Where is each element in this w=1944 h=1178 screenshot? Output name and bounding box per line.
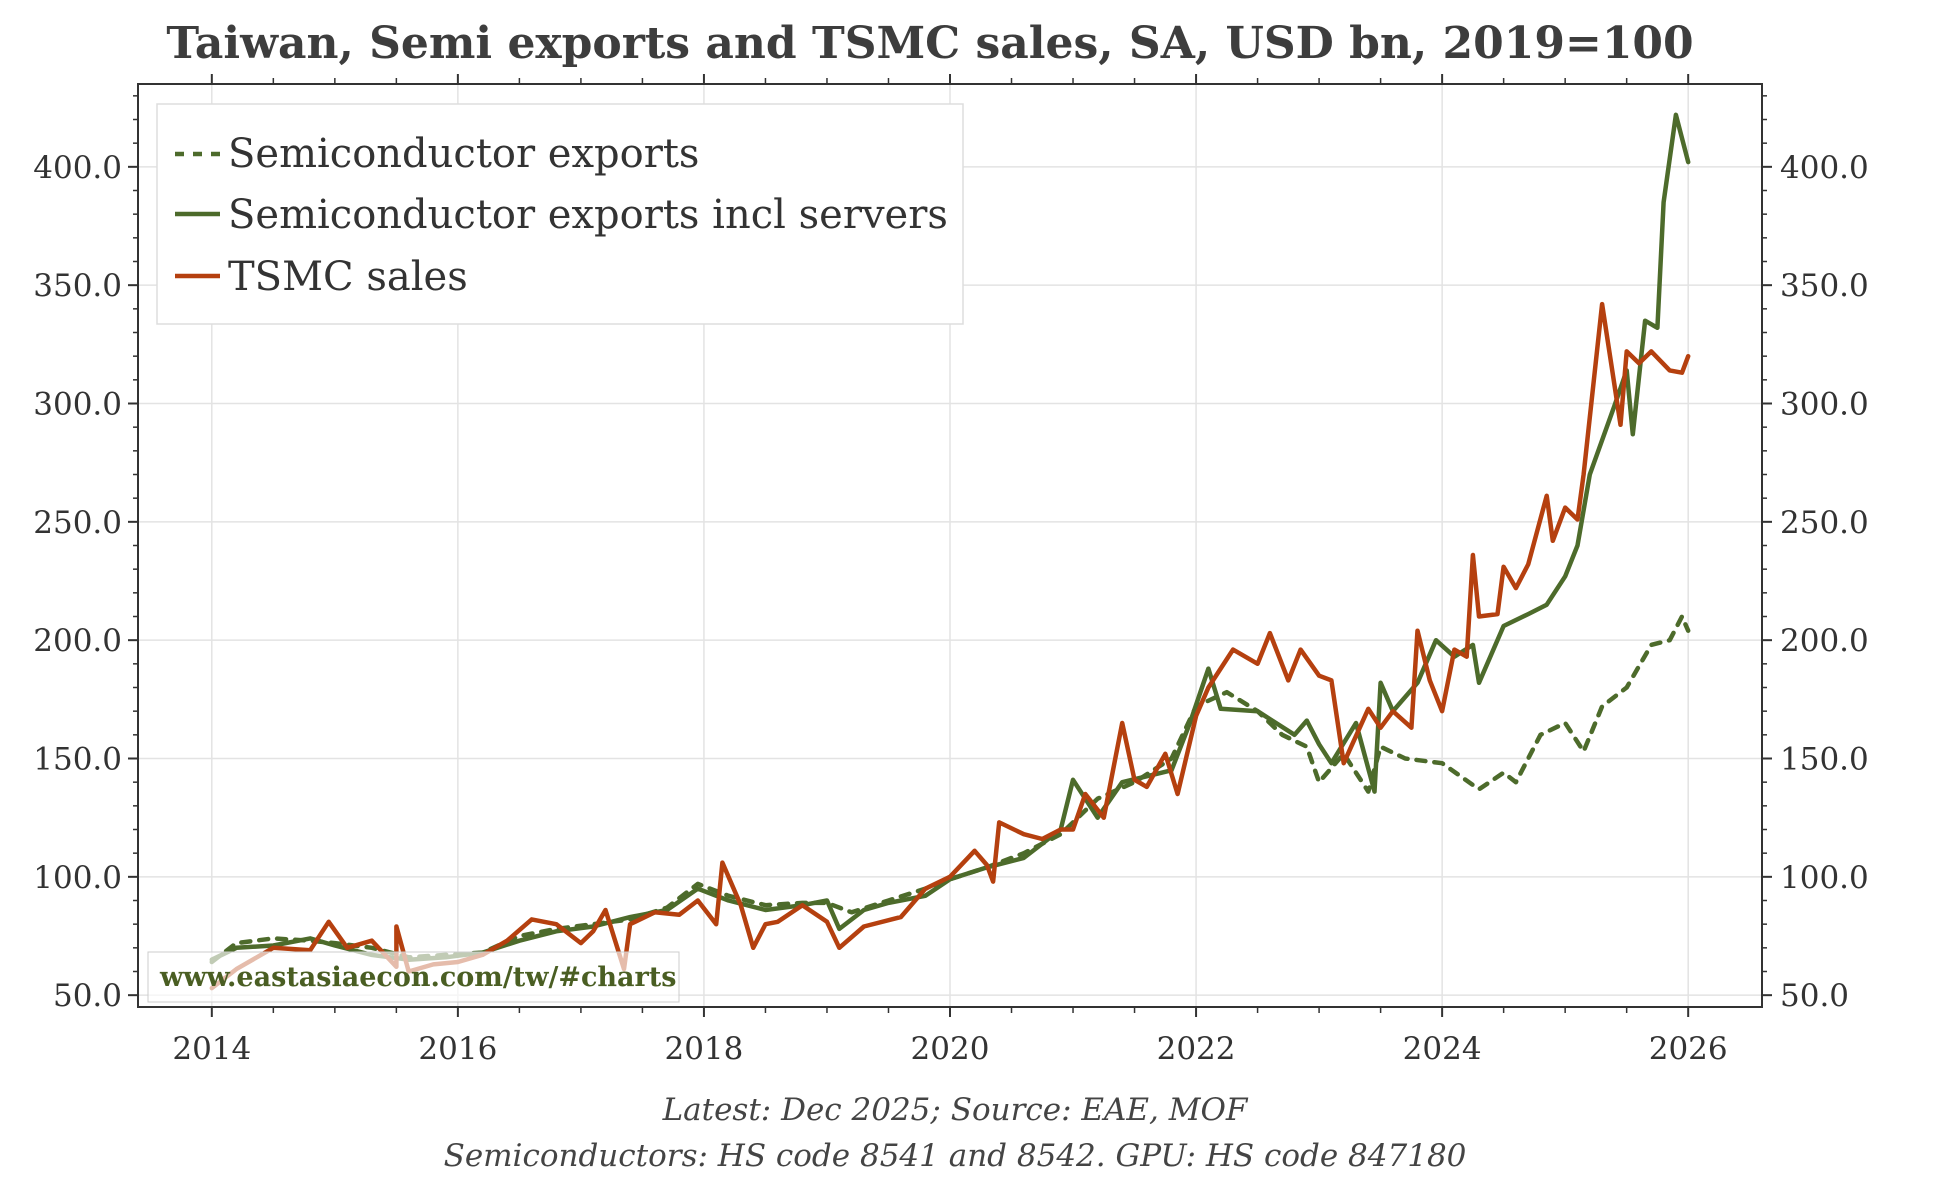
y-tick-label-left: 250.0: [33, 505, 122, 541]
x-tick-label: 2024: [1403, 1031, 1482, 1067]
footnote-source: Latest: Dec 2025; Source: EAE, MOF: [662, 1092, 1249, 1128]
watermark-text: www.eastasiaecon.com/tw/#charts: [159, 962, 676, 993]
x-tick-label: 2014: [172, 1031, 251, 1067]
y-tick-label-right: 200.0: [1780, 623, 1869, 659]
y-tick-label-left: 200.0: [33, 623, 122, 659]
series-group: [209, 112, 1691, 991]
x-tick-label: 2022: [1157, 1031, 1236, 1067]
y-tick-label-left: 350.0: [33, 268, 122, 304]
y-tick-label-right: 300.0: [1780, 387, 1869, 423]
line-tsmc-sales: [209, 301, 1691, 991]
y-tick-label-left: 300.0: [33, 387, 122, 423]
y-tick-label-right: 50.0: [1780, 978, 1849, 1014]
legend-label-exports: Semiconductor exports: [228, 131, 699, 177]
watermark-box: www.eastasiaecon.com/tw/#charts: [147, 951, 680, 1003]
x-tick-label: 2018: [664, 1031, 743, 1067]
x-tick-label: 2026: [1649, 1031, 1728, 1067]
legend-label-exports-servers: Semiconductor exports incl servers: [228, 192, 948, 238]
legend-box: [156, 103, 964, 325]
legend-label-tsmc: TSMC sales: [228, 254, 468, 300]
y-tick-label-right: 150.0: [1780, 742, 1869, 778]
footnote-hs-codes: Semiconductors: HS code 8541 and 8542. G…: [444, 1138, 1467, 1174]
y-tick-label-left: 50.0: [53, 978, 122, 1014]
x-tick-label: 2016: [418, 1031, 497, 1067]
legend: Semiconductor exports Semiconductor expo…: [156, 103, 964, 325]
x-tick-label: 2020: [911, 1031, 990, 1067]
y-tick-label-left: 150.0: [33, 742, 122, 778]
y-axis: 50.0 50.0 100.0 100.0 150.0 150.0 200.0 200.0 25…: [33, 95, 1869, 1014]
y-tick-label-right: 400.0: [1780, 150, 1869, 186]
y-tick-label-left: 100.0: [33, 860, 122, 896]
y-tick-label-right: 100.0: [1780, 860, 1869, 896]
y-tick-label-right: 250.0: [1780, 505, 1869, 541]
y-tick-label-right: 350.0: [1780, 268, 1869, 304]
y-tick-label-left: 400.0: [33, 150, 122, 186]
chart-title: Taiwan, Semi exports and TSMC sales, SA,…: [166, 18, 1693, 69]
x-axis: 2014 2016 2018 2020 2022 2024 2026: [172, 74, 1728, 1067]
watermark-background: [147, 951, 680, 1003]
